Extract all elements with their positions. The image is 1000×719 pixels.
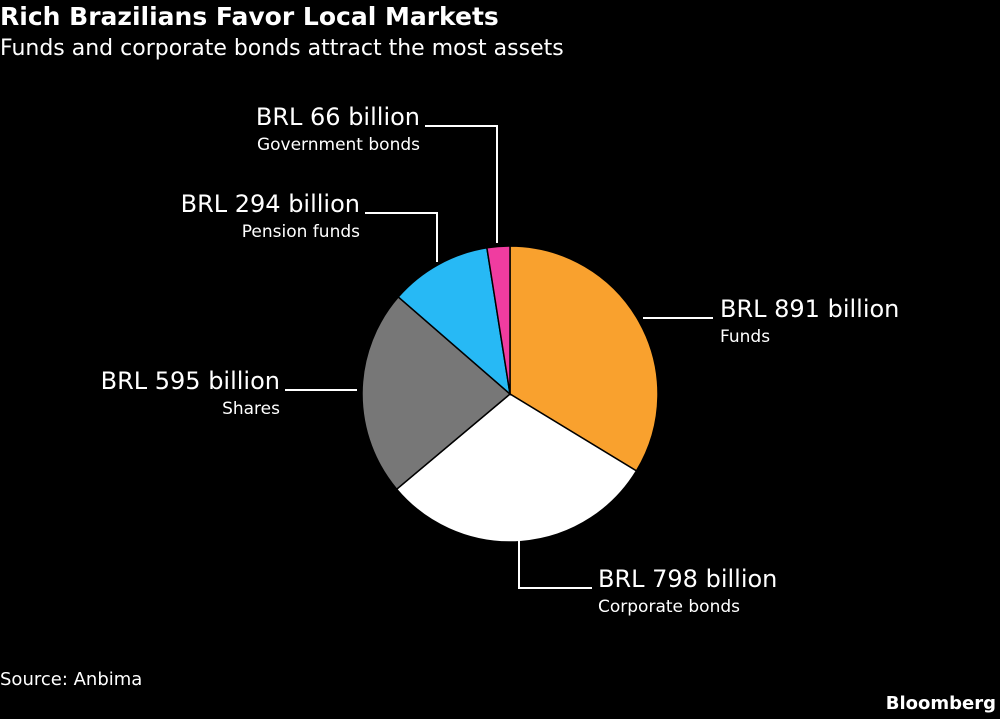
pie-slice [361,295,512,491]
value-label: BRL 294 billion [181,190,360,218]
pie-slice [509,245,659,472]
credit: Bloomberg [886,693,996,714]
pie-slice [397,246,512,396]
pie-slice [486,245,511,395]
category-label: Funds [720,327,770,347]
category-label: Government bonds [257,135,420,155]
leader-line [365,212,438,262]
value-label: BRL 891 billion [720,295,899,323]
category-label: Shares [222,399,280,419]
value-label: BRL 66 billion [256,103,420,131]
leader-line [518,540,592,589]
chart-title: Rich Brazilians Favor Local Markets [0,2,499,31]
category-label: Corporate bonds [598,597,740,617]
category-label: Pension funds [242,222,360,242]
pie-slice [395,393,638,543]
value-label: BRL 798 billion [598,565,777,593]
chart-subtitle: Funds and corporate bonds attract the mo… [0,36,564,61]
value-label: BRL 595 billion [101,367,280,395]
source: Source: Anbima [0,669,142,690]
leader-line [425,125,498,243]
